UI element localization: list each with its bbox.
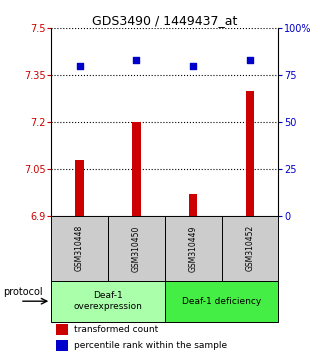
Bar <box>132 122 141 216</box>
Text: GSM310452: GSM310452 <box>245 225 254 272</box>
Point <box>134 57 139 63</box>
Point <box>247 57 252 63</box>
Text: GSM310449: GSM310449 <box>189 225 198 272</box>
Bar <box>189 194 197 216</box>
Bar <box>56 341 68 351</box>
Bar <box>75 160 84 216</box>
Title: GDS3490 / 1449437_at: GDS3490 / 1449437_at <box>92 14 237 27</box>
Point <box>191 63 196 69</box>
FancyBboxPatch shape <box>165 281 278 322</box>
Text: Deaf-1
overexpression: Deaf-1 overexpression <box>74 291 142 311</box>
FancyBboxPatch shape <box>51 281 165 322</box>
Text: percentile rank within the sample: percentile rank within the sample <box>74 341 227 350</box>
Text: GSM310448: GSM310448 <box>75 225 84 272</box>
FancyBboxPatch shape <box>51 216 108 281</box>
Text: Deaf-1 deficiency: Deaf-1 deficiency <box>182 297 261 306</box>
Bar <box>56 324 68 335</box>
Text: GSM310450: GSM310450 <box>132 225 141 272</box>
Text: protocol: protocol <box>3 287 43 297</box>
FancyBboxPatch shape <box>108 216 165 281</box>
FancyBboxPatch shape <box>221 216 278 281</box>
FancyBboxPatch shape <box>165 216 221 281</box>
Bar <box>246 91 254 216</box>
Point <box>77 63 82 69</box>
Text: transformed count: transformed count <box>74 325 158 334</box>
